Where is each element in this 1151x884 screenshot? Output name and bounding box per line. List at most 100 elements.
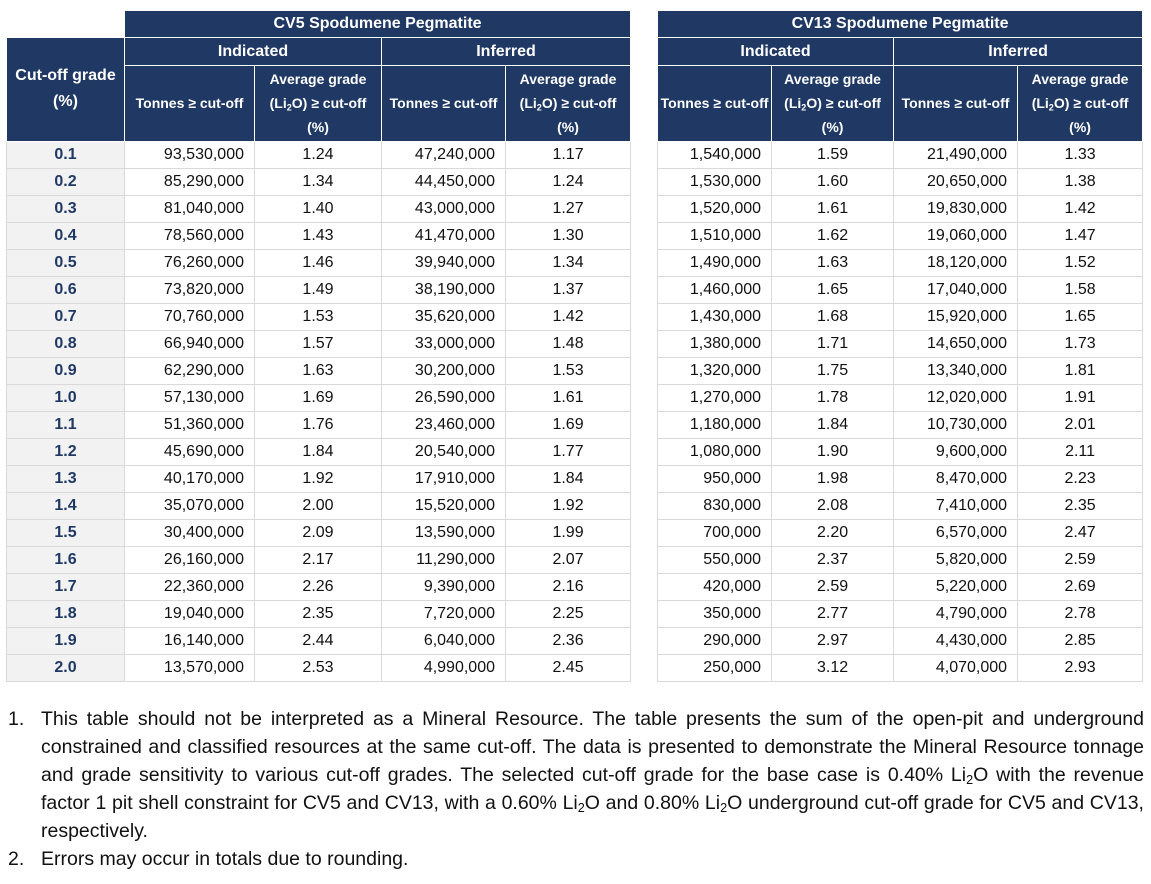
text-part: Tonnes ≥ cut-off [660, 95, 769, 111]
subgroup-header: Inferred [893, 36, 1144, 66]
data-cell: 1,430,000 [657, 302, 773, 331]
data-cell: 2.36 [504, 626, 632, 655]
gap-cell [630, 654, 659, 681]
table-header: CV5 Spodumene Pegmatite CV13 Spodumene Pe… [6, 10, 1144, 142]
data-cell: 1,080,000 [657, 437, 773, 466]
footnote: 2. Errors may occur in totals due to roun… [0, 845, 1144, 873]
cutoff-cell: 1.7 [6, 572, 125, 601]
gap-cell [630, 573, 659, 600]
data-cell: 2.35 [1017, 491, 1144, 520]
data-cell: 1.38 [1017, 167, 1144, 196]
header-row: Cut-off grade (%) Indicated Inferred Indica… [6, 36, 1144, 142]
column-header: Average grade (Li2O) ≥ cut-off (%) [771, 64, 895, 142]
subgroup-header: Indicated [657, 36, 895, 66]
data-cell: 2.93 [1017, 653, 1144, 682]
data-cell: 550,000 [657, 545, 773, 574]
data-cell: 2.26 [254, 572, 382, 601]
text-part: O) ≥ cut-off (%) [1053, 95, 1129, 135]
data-cell: 2.78 [1017, 599, 1144, 628]
gap-cell [630, 141, 659, 168]
subscript: 2 [801, 102, 807, 113]
data-cell: 17,910,000 [381, 464, 506, 493]
data-row: 1.4 35,070,000 2.00 15,520,000 1.92 830,000 2.… [6, 491, 1144, 520]
column-header: Tonnes ≥ cut-off [381, 64, 506, 142]
data-cell: 1.99 [504, 518, 632, 547]
data-cell: 1.61 [504, 383, 632, 412]
data-row: 1.9 16,140,000 2.44 6,040,000 2.36 290,000 2.9… [6, 626, 1144, 655]
data-cell: 1,540,000 [657, 140, 773, 169]
data-cell: 1.84 [771, 410, 895, 439]
data-cell: 2.11 [1017, 437, 1144, 466]
cutoff-cell: 1.5 [6, 518, 125, 547]
data-cell: 2.09 [254, 518, 382, 547]
text-part: O) ≥ cut-off (%) [806, 95, 881, 135]
data-cell: 1.65 [1017, 302, 1144, 331]
data-cell: 1.47 [1017, 221, 1144, 250]
text-part: Tonnes ≥ cut-off [901, 95, 1010, 111]
data-cell: 47,240,000 [381, 140, 506, 169]
data-cell: 1.17 [504, 140, 632, 169]
data-cell: 1.92 [504, 491, 632, 520]
column-header: Average grade (Li2O) ≥ cut-off (%) [504, 64, 632, 142]
data-cell: 30,200,000 [381, 356, 506, 385]
data-cell: 16,140,000 [124, 626, 255, 655]
text-part: Errors may occur in totals due to roundi… [41, 848, 409, 870]
data-cell: 7,410,000 [893, 491, 1019, 520]
data-row: 1.5 30,400,000 2.09 13,590,000 1.99 700,000 2.… [6, 518, 1144, 547]
data-row: 0.4 78,560,000 1.43 41,470,000 1.30 1,510,000… [6, 221, 1144, 250]
data-cell: 14,650,000 [893, 329, 1019, 358]
data-cell: 950,000 [657, 464, 773, 493]
cutoff-cell: 1.6 [6, 545, 125, 574]
data-cell: 1.60 [771, 167, 895, 196]
data-row: 1.7 22,360,000 2.26 9,390,000 2.16 420,000 2.5… [6, 572, 1144, 601]
data-cell: 1.57 [254, 329, 382, 358]
data-cell: 1.92 [254, 464, 382, 493]
data-cell: 1.62 [771, 221, 895, 250]
data-cell: 13,340,000 [893, 356, 1019, 385]
data-cell: 4,430,000 [893, 626, 1019, 655]
footnote-number: 2. [8, 848, 25, 870]
data-cell: 15,920,000 [893, 302, 1019, 331]
data-cell: 1.30 [504, 221, 632, 250]
data-row: 1.6 26,160,000 2.17 11,290,000 2.07 550,000 2.… [6, 545, 1144, 574]
data-cell: 1.43 [254, 221, 382, 250]
data-cell: 830,000 [657, 491, 773, 520]
data-cell: 33,000,000 [381, 329, 506, 358]
cutoff-cell: 0.1 [6, 140, 125, 169]
data-cell: 1,270,000 [657, 383, 773, 412]
data-cell: 1.65 [771, 275, 895, 304]
data-cell: 1.42 [504, 302, 632, 331]
data-cell: 1.46 [254, 248, 382, 277]
data-cell: 2.53 [254, 653, 382, 682]
data-cell: 1,460,000 [657, 275, 773, 304]
data-cell: 2.77 [771, 599, 895, 628]
text-part: Average grade (Li [1031, 71, 1129, 111]
text-part: O with the revenue factor 1 pit shell co… [41, 764, 1144, 814]
group-header: CV5 Spodumene Pegmatite [123, 10, 632, 38]
data-cell: 1.78 [771, 383, 895, 412]
text-part: Average grade (Li [784, 71, 881, 111]
data-cell: 1.75 [771, 356, 895, 385]
data-cell: 2.01 [1017, 410, 1144, 439]
data-cell: 4,070,000 [893, 653, 1019, 682]
data-cell: 66,940,000 [124, 329, 255, 358]
data-cell: 2.07 [504, 545, 632, 574]
data-cell: 35,070,000 [124, 491, 255, 520]
text-part: O and 0.80% Li [584, 792, 721, 814]
data-cell: 1.52 [1017, 248, 1144, 277]
data-cell: 45,690,000 [124, 437, 255, 466]
data-cell: 1.84 [504, 464, 632, 493]
column-header: Tonnes ≥ cut-off [893, 64, 1019, 142]
data-cell: 2.20 [771, 518, 895, 547]
data-row: 0.8 66,940,000 1.57 33,000,000 1.48 1,380,000… [6, 329, 1144, 358]
subscript: 2 [966, 773, 974, 788]
data-cell: 1.69 [254, 383, 382, 412]
data-cell: 2.16 [504, 572, 632, 601]
data-cell: 250,000 [657, 653, 773, 682]
data-cell: 1,490,000 [657, 248, 773, 277]
data-cell: 1.24 [254, 140, 382, 169]
data-cell: 12,020,000 [893, 383, 1019, 412]
data-cell: 1.84 [254, 437, 382, 466]
gap-cell [630, 330, 659, 357]
data-cell: 30,400,000 [124, 518, 255, 547]
